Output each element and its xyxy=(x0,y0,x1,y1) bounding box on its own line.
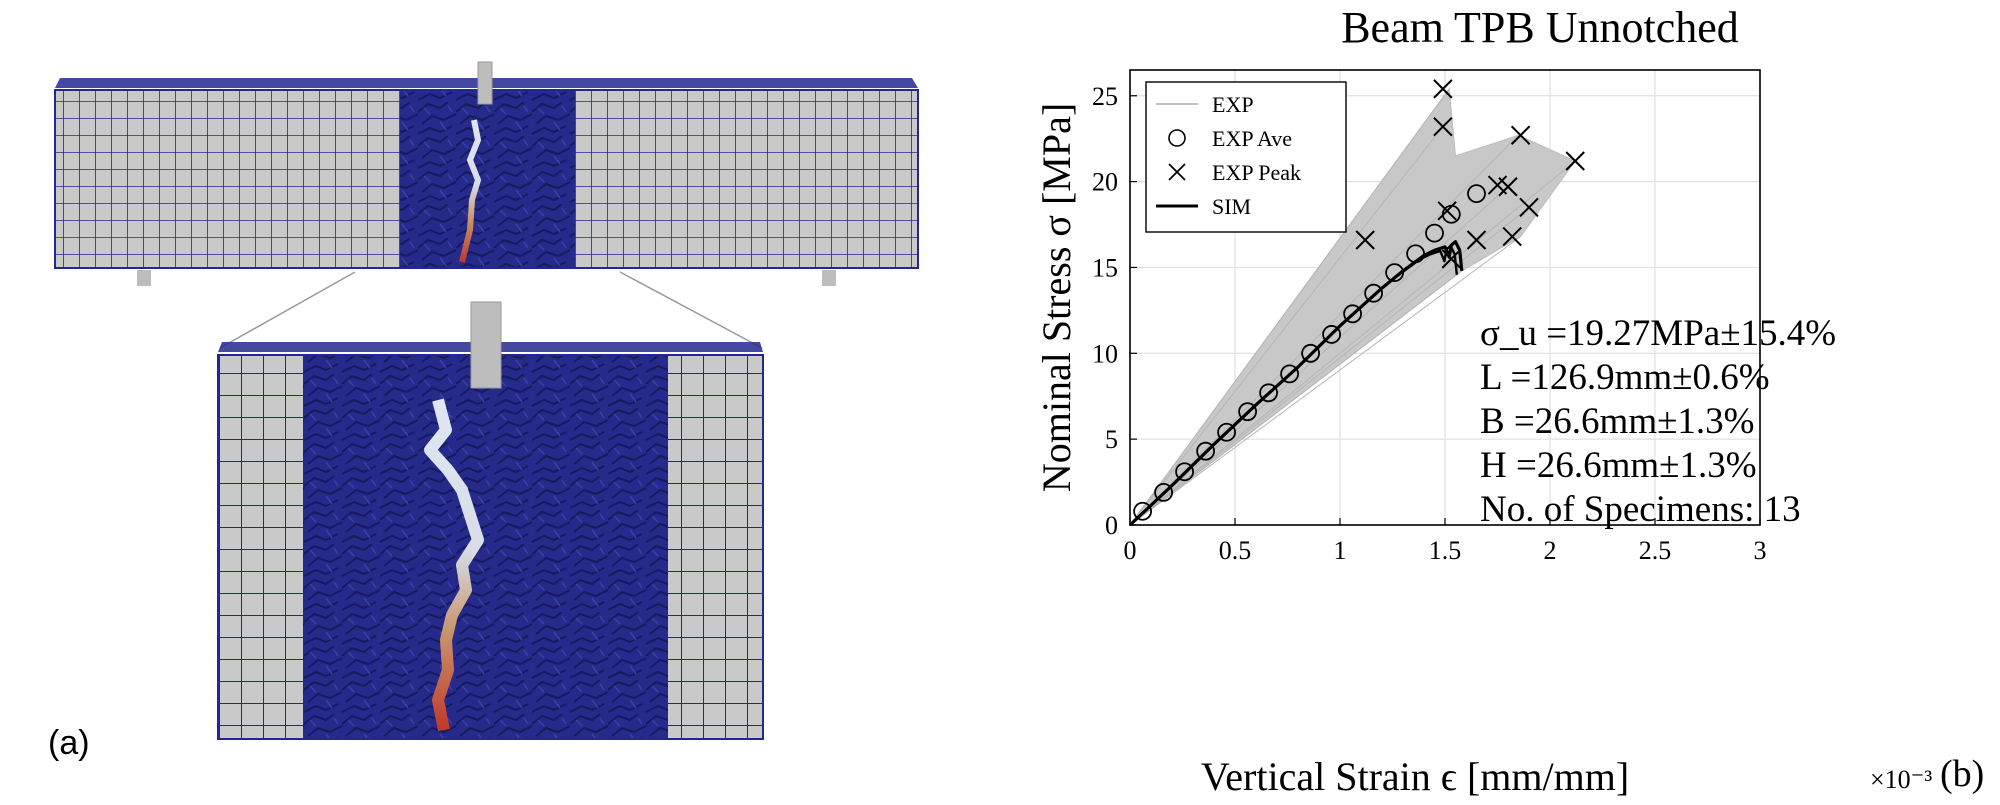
annotation-layer: σ_u =19.27MPa±15.4%L =126.9mm±0.6%B =26.… xyxy=(1480,313,1836,530)
beam-mesh-illustration xyxy=(54,61,919,740)
exp-peak-marker xyxy=(1502,226,1522,247)
exp-ave-marker xyxy=(1301,343,1321,363)
exp-ave-marker xyxy=(1259,383,1279,403)
y-tick-label: 10 xyxy=(1092,339,1118,368)
x-axis-label: Vertical Strain ϵ [mm/mm] xyxy=(1201,754,1629,799)
exp-ave-marker xyxy=(1238,402,1258,422)
legend-entry: EXP Ave xyxy=(1212,126,1292,151)
sim-line xyxy=(1129,244,1459,526)
legend-swatch-peak xyxy=(1168,163,1186,181)
tick-layer: 0 0.5 1 1.5 2 2.5 3 0 5 10 15 20 25 xyxy=(1092,82,1767,565)
exp-ave-marker xyxy=(1406,244,1426,264)
annotation-text: H =26.6mm±1.3% xyxy=(1480,445,1757,486)
exp-peak-marker xyxy=(1437,201,1457,221)
panel-a-beam-mesh: (a) xyxy=(0,0,1000,800)
annotation-text: No. of Specimens: 13 xyxy=(1480,489,1801,530)
exp-curve xyxy=(1129,270,1463,526)
exp-ave-marker xyxy=(1467,184,1486,204)
zoom-line-right xyxy=(619,271,763,349)
y-tick-label: 20 xyxy=(1092,168,1118,197)
beam-overview xyxy=(54,61,919,286)
panel-label-b: (b) xyxy=(1940,753,1985,795)
x-tick-label: 1 xyxy=(1334,536,1347,565)
x-tick-label: 1.5 xyxy=(1429,536,1462,565)
exp-peak-marker xyxy=(1519,197,1539,218)
beam-zoom-view xyxy=(217,301,764,740)
legend-entry: EXP xyxy=(1212,92,1254,117)
exp-curve xyxy=(1129,160,1576,526)
exp-ave-marker xyxy=(1280,364,1300,384)
x-tick-label: 0.5 xyxy=(1219,536,1252,565)
exp-ave-marker xyxy=(1343,304,1363,324)
annotation-text: L =126.9mm±0.6% xyxy=(1480,357,1770,398)
x-tick-label: 2 xyxy=(1544,536,1557,565)
exp-ave-marker xyxy=(1425,223,1444,243)
exp-ave-marker xyxy=(1217,422,1237,442)
panel-b-chart: Beam TPB Unnotched 0 0.5 1 1.5 2 2.5 3 0 5 10 15 20… xyxy=(1000,0,2000,800)
panel-label-a: (a) xyxy=(48,724,90,762)
zoom-line-left xyxy=(219,271,356,349)
exp-peak-marker xyxy=(1498,177,1518,197)
y-tick-label: 15 xyxy=(1092,253,1118,282)
y-tick-label: 5 xyxy=(1105,425,1118,454)
marker-layer xyxy=(1133,79,1585,521)
x-tick-label: 3 xyxy=(1754,536,1767,565)
exp-peak-marker xyxy=(1433,116,1453,137)
exp-ave-marker xyxy=(1133,501,1153,521)
y-tick-label: 25 xyxy=(1092,82,1118,111)
exp-ave-marker xyxy=(1385,263,1405,283)
annotation-text: B =26.6mm±1.3% xyxy=(1480,401,1754,442)
y-axis-label: Nominal Stress σ [MPa] xyxy=(1034,103,1079,492)
chart-title: Beam TPB Unnotched xyxy=(1341,3,1739,52)
legend-entry: EXP Peak xyxy=(1212,160,1301,185)
exp-ave-marker xyxy=(1364,283,1384,303)
exp-peak-marker xyxy=(1355,230,1375,250)
exp-ave-marker xyxy=(1322,325,1342,344)
x-axis-multiplier: ×10⁻³ xyxy=(1870,765,1932,794)
exp-ave-marker xyxy=(1154,482,1174,502)
exp-peak-marker xyxy=(1466,230,1487,250)
exp-peak-marker xyxy=(1433,79,1453,99)
x-tick-label: 0 xyxy=(1124,536,1137,565)
y-tick-label: 0 xyxy=(1105,511,1118,540)
legend: EXP EXP Ave EXP Peak SIM xyxy=(1145,81,1347,233)
exp-ave-marker xyxy=(1196,441,1216,461)
exp-ave-marker xyxy=(1175,462,1195,482)
exp-peak-marker xyxy=(1441,249,1462,269)
exp-peak-marker xyxy=(1565,151,1585,171)
exp-curve xyxy=(1129,236,1521,526)
legend-swatch-ave xyxy=(1168,129,1186,147)
exp-curve xyxy=(1129,88,1450,526)
x-tick-label: 2.5 xyxy=(1639,536,1672,565)
exp-curve xyxy=(1129,126,1444,526)
axis-label-layer: Vertical Strain ϵ [mm/mm] ×10⁻³ Nominal St… xyxy=(1034,103,1932,799)
annotation-text: σ_u =19.27MPa±15.4% xyxy=(1480,313,1836,354)
exp-peak-marker xyxy=(1510,125,1531,145)
exp-curve xyxy=(1129,206,1530,526)
stress-strain-chart: Beam TPB Unnotched 0 0.5 1 1.5 2 2.5 3 0 5 10 15 20… xyxy=(1034,3,1932,799)
legend-entry: SIM xyxy=(1212,194,1251,219)
